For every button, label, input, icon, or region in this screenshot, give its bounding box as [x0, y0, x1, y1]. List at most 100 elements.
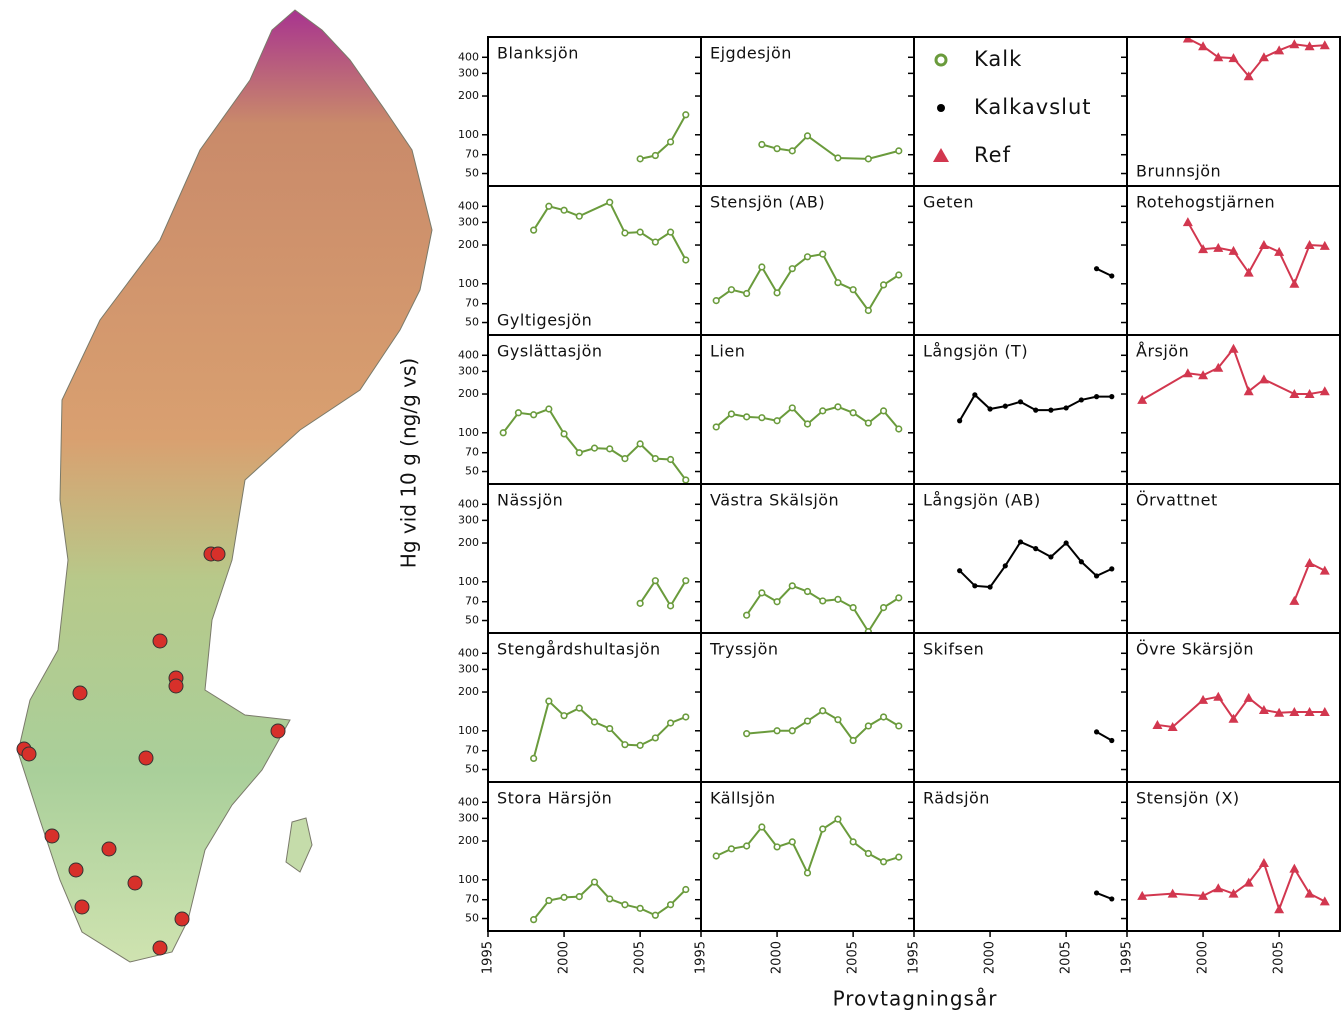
point: [896, 595, 902, 601]
panel-title: Skifsen: [923, 640, 984, 659]
point: [850, 738, 856, 744]
x-tick-label: 2005: [846, 941, 861, 974]
point: [987, 584, 992, 589]
line: [1157, 697, 1324, 727]
point: [896, 723, 902, 729]
point: [866, 420, 872, 426]
x-tick-label: 1995: [694, 941, 709, 974]
point: [1003, 563, 1008, 568]
point: [1094, 890, 1099, 895]
point: [835, 597, 841, 603]
line: [534, 202, 686, 260]
point: [881, 859, 887, 865]
point: [972, 392, 977, 397]
point: [759, 415, 765, 421]
point: [835, 155, 841, 161]
site-marker: [139, 751, 153, 765]
point: [774, 844, 780, 850]
point: [1033, 546, 1038, 551]
panel-series: [957, 539, 1114, 589]
point: [531, 756, 537, 762]
panel-series: [759, 133, 902, 162]
panel-series: [744, 583, 902, 634]
point: [500, 430, 506, 436]
site-marker: [128, 876, 142, 890]
point: [592, 719, 598, 725]
point: [896, 272, 902, 278]
point: [835, 404, 841, 410]
point: [653, 578, 659, 584]
site-marker: [102, 842, 116, 856]
panel-title: Geten: [923, 193, 974, 212]
site-marker: [73, 686, 87, 700]
point: [820, 408, 826, 414]
point: [607, 726, 613, 732]
y-tick-label: 70: [465, 446, 479, 459]
site-marker: [211, 547, 225, 561]
point: [1274, 904, 1284, 913]
point: [653, 912, 659, 918]
point: [1109, 896, 1114, 901]
point: [896, 148, 902, 154]
point: [1137, 395, 1147, 404]
point: [850, 287, 856, 293]
y-tick-label: 70: [465, 744, 479, 757]
point: [546, 898, 552, 904]
point: [789, 728, 795, 734]
panel-title: Stensjön (AB): [710, 193, 825, 212]
point: [546, 406, 552, 412]
point: [576, 450, 582, 456]
point: [759, 590, 765, 596]
legend-marker: [933, 148, 949, 162]
point: [1094, 573, 1099, 578]
line: [716, 254, 899, 310]
point: [896, 426, 902, 432]
y-tick-label: 50: [465, 465, 479, 478]
point: [805, 870, 811, 876]
point: [637, 156, 643, 162]
point: [637, 601, 643, 607]
panel-title: Västra Skälsjön: [710, 491, 839, 510]
point: [850, 605, 856, 611]
x-axis-label: Provtagningsår: [833, 987, 998, 1011]
point: [1048, 408, 1053, 413]
y-tick-label: 200: [458, 685, 479, 698]
figure: Hg vid 10 g (ng/g vs) Provtagningsår 50 7…: [0, 0, 1341, 1016]
point: [561, 895, 567, 901]
line: [747, 711, 899, 741]
panel-series: [531, 199, 689, 262]
y-tick-label: 300: [458, 215, 479, 228]
point: [1048, 554, 1053, 559]
y-tick-label: 100: [458, 724, 479, 737]
y-tick-label: 200: [458, 89, 479, 102]
point: [805, 589, 811, 595]
y-axis-label: Hg vid 10 g (ng/g vs): [397, 358, 421, 568]
point: [987, 406, 992, 411]
panel-series: [531, 879, 689, 922]
point: [607, 446, 613, 452]
point: [668, 603, 674, 609]
point: [805, 254, 811, 260]
point: [622, 902, 628, 908]
y-tick-label: 100: [458, 873, 479, 886]
line: [1188, 38, 1325, 76]
y-tick-label: 100: [458, 575, 479, 588]
line: [762, 136, 899, 159]
panel-title: Gyslättasjön: [497, 342, 603, 361]
y-tick-label: 50: [465, 167, 479, 180]
point: [561, 431, 567, 437]
point: [668, 139, 674, 145]
panel-title: Nässjön: [497, 491, 563, 510]
point: [866, 723, 872, 729]
map: [17, 10, 432, 962]
site-marker: [45, 829, 59, 843]
x-tick-label: 2005: [633, 941, 648, 974]
point: [835, 816, 841, 822]
x-tick-label: 1995: [481, 941, 496, 974]
y-tick-label: 70: [465, 595, 479, 608]
y-tick-label: 50: [465, 763, 479, 776]
point: [835, 280, 841, 286]
point: [1109, 738, 1114, 743]
point: [850, 410, 856, 416]
point: [957, 418, 962, 423]
